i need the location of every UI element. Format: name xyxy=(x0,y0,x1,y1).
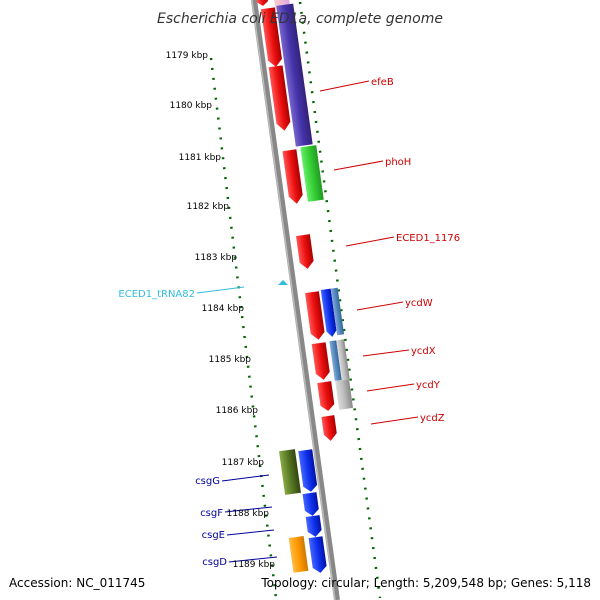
gene-arrow xyxy=(317,381,335,411)
kbp-label: 1187 kbp xyxy=(222,458,265,468)
kbp-label: 1180 kbp xyxy=(170,101,213,111)
accession-text: Accession: NC_011745 xyxy=(9,576,145,590)
kbp-label: 1189 kbp xyxy=(233,560,276,570)
gene-arrow xyxy=(260,7,282,67)
cog-block xyxy=(320,287,345,337)
kbp-label: 1186 kbp xyxy=(216,406,259,416)
leader-line-efeB xyxy=(319,80,370,92)
leader-line-csgD xyxy=(228,556,278,563)
cog-block xyxy=(335,379,353,410)
gene-label-ycdZ: ycdZ xyxy=(420,413,445,424)
trna-triangle-icon xyxy=(278,280,288,285)
gene-label-ycdY: ycdY xyxy=(416,380,441,391)
cog-block xyxy=(288,536,309,573)
gene-arrow xyxy=(282,149,303,204)
leader-line-ECED1_1176 xyxy=(345,236,395,247)
leader-line-csgE xyxy=(226,529,275,536)
gene-label-csgD: csgD xyxy=(202,557,227,568)
cog-block xyxy=(276,3,313,147)
kbp-tick-track xyxy=(209,57,278,599)
gene-label-efeB: efeB xyxy=(371,77,394,88)
gene-label-ycdW: ycdW xyxy=(405,298,433,309)
leader-line-ycdX xyxy=(362,349,410,357)
genome-backbone xyxy=(251,0,340,600)
map-title: Escherichia coli ED1a, complete genome xyxy=(157,11,443,27)
leader-line-csgG xyxy=(221,474,270,482)
gene-label-ECED1_1176: ECED1_1176 xyxy=(396,233,460,244)
kbp-label: 1184 kbp xyxy=(202,304,245,314)
gene-label-csgE: csgE xyxy=(202,530,225,541)
leader-line-tRNA82 xyxy=(196,286,245,294)
kbp-label: 1182 kbp xyxy=(187,202,230,212)
gene-arrow xyxy=(298,449,318,492)
gene-label-csgF: csgF xyxy=(200,508,223,519)
kbp-label: 1185 kbp xyxy=(209,355,252,365)
leader-line-phoH xyxy=(333,160,384,171)
leader-line-ycdW xyxy=(356,301,404,311)
cog-block xyxy=(329,339,350,381)
kbp-label: 1181 kbp xyxy=(179,153,222,163)
cog-block xyxy=(300,145,324,202)
gene-label-ycdX: ycdX xyxy=(411,346,436,357)
leader-line-ycdZ xyxy=(370,416,419,425)
gene-arrow xyxy=(296,234,314,269)
kbp-label: 1183 kbp xyxy=(195,253,238,263)
gene-arrow xyxy=(311,342,330,380)
gene-label-csgG: csgG xyxy=(195,476,220,487)
outer-dotted-track xyxy=(298,1,382,599)
cog-block xyxy=(279,449,301,495)
gene-arrow xyxy=(305,291,325,340)
topology-text: Topology: circular; Length: 5,209,548 bp… xyxy=(260,576,591,590)
genome-backbone-highlight xyxy=(251,0,336,600)
gene-label-ECED1_tRNA82: ECED1_tRNA82 xyxy=(118,289,195,300)
gene-arrow xyxy=(302,492,319,516)
kbp-label: 1179 kbp xyxy=(166,51,209,61)
kbp-label: 1188 kbp xyxy=(227,509,270,519)
gene-arrow xyxy=(268,65,291,131)
gene-label-phoH: phoH xyxy=(385,157,411,168)
gene-arrow xyxy=(305,515,322,537)
gene-arrow xyxy=(321,415,337,441)
leader-line-ycdY xyxy=(366,383,415,392)
gene-arrow xyxy=(255,0,268,6)
gene-arrow xyxy=(308,536,327,573)
leader-line-csgF xyxy=(224,506,273,513)
